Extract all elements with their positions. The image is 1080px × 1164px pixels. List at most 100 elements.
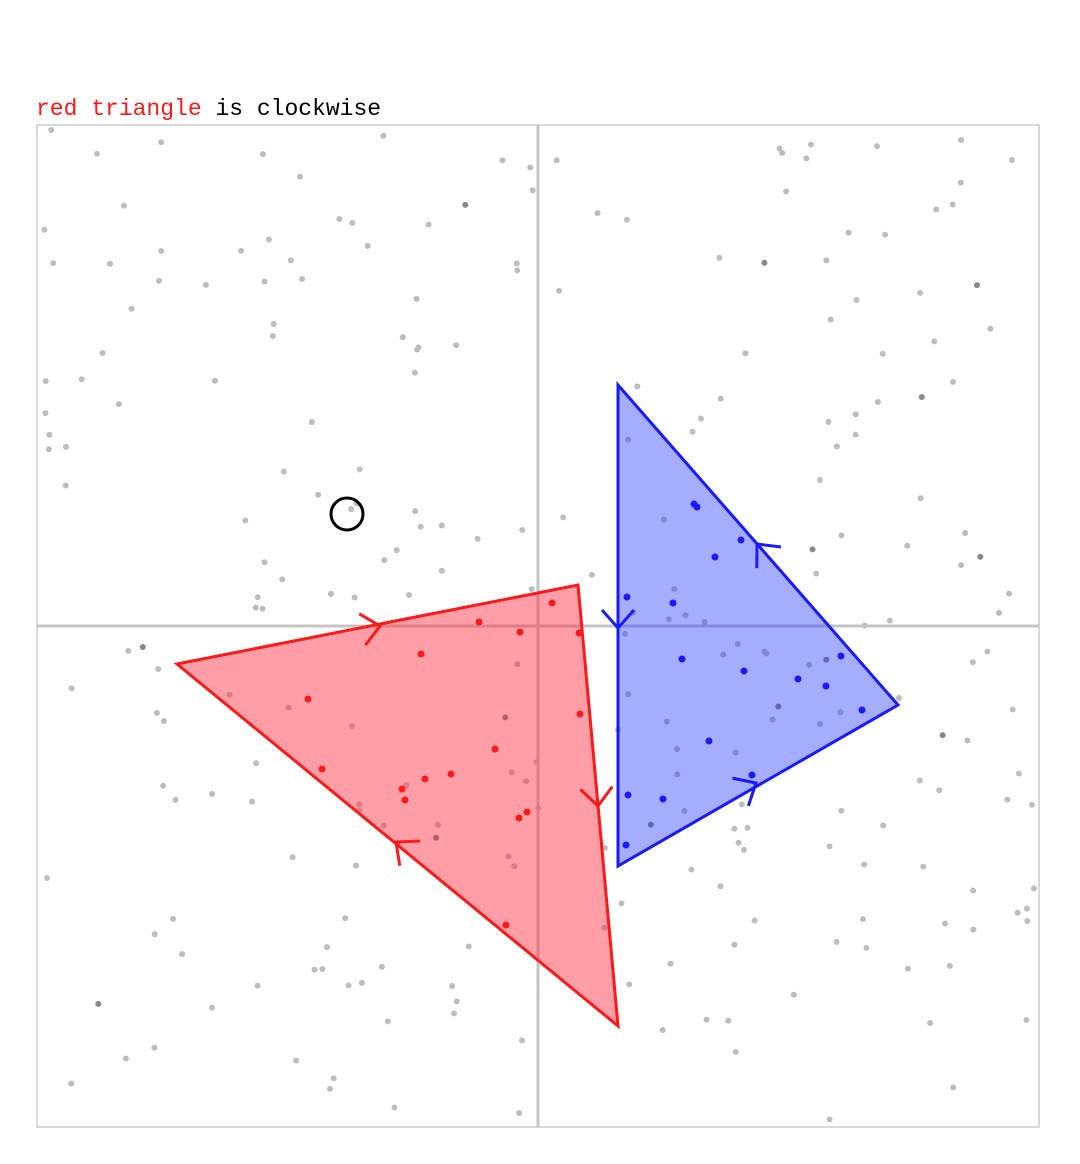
dot [853,297,860,304]
dot [327,1085,334,1092]
dot [269,333,276,340]
dot [717,883,724,890]
dot [68,1080,75,1087]
dot [671,586,678,593]
dot [731,941,738,948]
dot [984,648,991,655]
dot [625,436,632,443]
dot [601,924,608,931]
dot [403,782,410,789]
dot [863,944,870,951]
dot [717,395,724,402]
dot [1023,1017,1030,1024]
red-dot [516,628,524,636]
dot [964,737,971,744]
dot [519,1037,526,1044]
dot [1023,905,1030,912]
dot [738,801,745,808]
dot [622,630,629,637]
dot [516,1110,523,1117]
dot [660,516,667,523]
dot [594,210,601,217]
dot [939,732,946,739]
dot [698,415,705,422]
dot [50,260,57,267]
dot [553,157,560,164]
dot [348,505,355,512]
dot [1015,770,1022,777]
dot [381,557,388,564]
dot [48,126,55,133]
dot [674,771,681,778]
dot [825,418,832,425]
dot [299,275,306,282]
dot [916,777,923,784]
dot [287,257,294,264]
dot [380,132,387,139]
blue-dot [711,553,719,561]
dot [879,350,886,357]
red-dot [417,650,425,658]
dot [62,482,69,489]
dot [833,443,840,450]
dot [882,231,889,238]
direction-arrow [579,785,614,809]
dot [776,145,783,152]
dot [411,369,418,376]
dot [529,187,536,194]
dot [527,164,534,171]
blue-dot [693,503,701,511]
dot [226,691,233,698]
dot [120,202,127,209]
dot [279,576,286,583]
dot [449,982,456,989]
dot [946,962,953,969]
dot [783,188,790,195]
dot [838,532,845,539]
dot [665,616,672,623]
dot [958,136,965,143]
direction-arrow [755,542,782,569]
dot [826,843,833,850]
dot [44,875,51,882]
blue-dot [624,791,632,799]
dot [259,151,266,158]
background-dots [41,126,1037,1123]
dot [453,342,460,349]
dot [513,260,520,267]
dot [790,991,797,998]
dot [716,254,723,261]
blue-dot [794,675,802,683]
dot [817,721,824,728]
blue-dot [737,536,745,544]
dot [261,278,268,285]
dot [942,920,949,927]
dot [949,378,956,385]
dot [556,287,563,294]
dot [41,226,48,233]
dot [330,1075,337,1082]
dot [904,965,911,972]
dot [391,1104,398,1111]
subject: red triangle [36,96,202,122]
dot [68,685,75,692]
red-dot [515,814,523,822]
dot [1008,156,1015,163]
dot [880,822,887,829]
dot [623,216,630,223]
dot [813,570,820,577]
cursor-circle[interactable] [329,496,365,532]
dot [1014,909,1021,916]
dot [433,834,440,841]
dot [202,281,209,288]
dot [417,523,424,530]
dot [761,259,768,266]
dot [345,982,352,989]
red-dot [575,629,583,637]
dot [153,709,160,716]
dot [689,428,696,435]
dot [311,966,318,973]
dot [681,807,688,814]
dot [769,716,776,723]
